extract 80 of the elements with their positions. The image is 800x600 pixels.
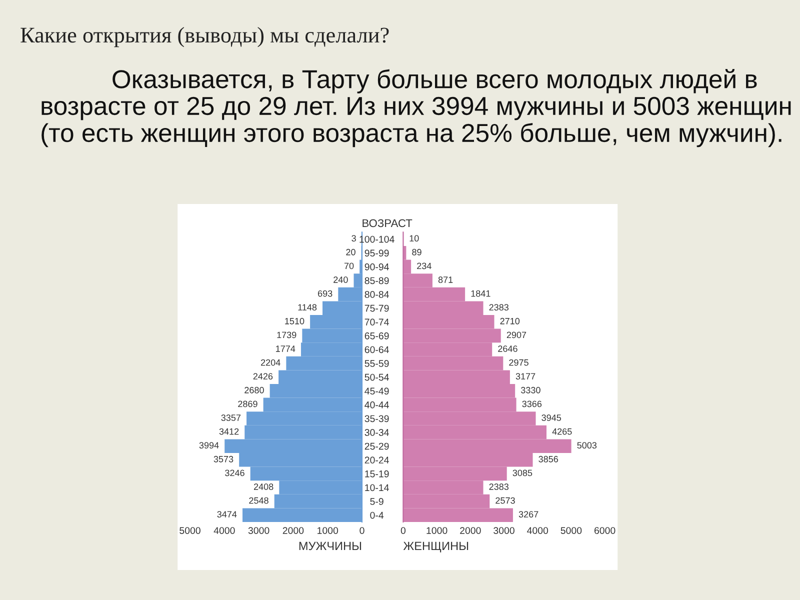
y-tick-label: 40-44 [364,401,389,408]
data-label: 4265 [552,428,572,435]
x-tick-label: 4000 [527,527,548,534]
data-label: 3267 [518,511,538,518]
data-label: 3357 [221,414,241,421]
x-tick-label: 0 [360,527,364,534]
x-tick-label: 0 [400,527,406,534]
data-label: 871 [438,276,453,283]
x-tick-label: 3000 [494,527,514,534]
y-tick-label: 25-29 [364,442,389,450]
data-label: 10 [410,235,419,242]
data-label: 2907 [506,332,526,338]
data-label: 89 [412,248,422,256]
y-tick-label: 75-79 [364,304,389,312]
y-tick-label: 90-94 [364,263,389,270]
data-label: 3945 [542,414,562,421]
y-tick-label: 65-69 [364,332,389,340]
y-tick-label: 70-74 [364,318,389,326]
data-label: 2548 [249,497,268,504]
y-tick-label: 20-24 [364,456,389,464]
data-label: 3474 [217,511,237,518]
data-label: 2383 [489,304,509,311]
data-label: 2408 [254,484,274,490]
data-label: 1148 [298,304,317,311]
y-tick-label: 60-64 [364,346,389,354]
data-label: 2869 [238,400,258,408]
x-tick-label: 5000 [560,527,582,534]
x-tick-label: 4000 [214,527,235,534]
x-tick-label: 1000 [426,527,448,534]
data-label: 234 [417,262,432,270]
data-label: 240 [334,276,348,283]
y-tick-label: 85-89 [364,277,389,284]
data-label: 2204 [261,359,280,366]
x-tick-label: 1000 [318,527,338,534]
y-tick-label: 55-59 [364,360,389,367]
data-label: 5003 [577,442,597,449]
x-tick-label: 2000 [460,527,481,534]
data-label: 3 [352,235,356,242]
data-label: 2573 [496,497,515,504]
data-label: 3330 [520,386,540,394]
x-tick-label: 3000 [248,527,270,534]
data-label: 3177 [516,373,536,380]
y-tick-label: 0-4 [370,512,384,519]
data-label: 3856 [538,456,558,462]
data-label: 1739 [277,332,296,338]
y-tick-label: 45-49 [364,388,389,395]
data-label: 3246 [225,470,244,476]
data-label: 1774 [276,346,296,352]
data-label: 20 [346,248,356,256]
data-label: 2383 [489,484,509,490]
data-label: 693 [318,290,332,297]
y-tick-label: 5-9 [370,498,384,505]
x-axis-title: МУЖЧИНЫ [299,542,362,550]
data-label: 3412 [219,428,239,435]
data-label: 3994 [199,442,219,449]
data-label: 70 [344,262,354,270]
y-tick-label: 10-14 [365,484,389,492]
x-tick-label: 2000 [282,527,304,534]
data-label: 2975 [509,359,528,366]
x-tick-label: 6000 [594,527,616,534]
data-label: 2710 [500,318,520,324]
data-label: 3366 [522,400,542,408]
data-label: 2680 [244,386,264,394]
y-tick-label: 80-84 [364,291,389,298]
y-axis-title: ВОЗРАСТ [362,219,412,228]
x-axis-title: ЖЕНЩИНЫ [403,542,468,552]
y-tick-label: 95-99 [364,250,389,257]
y-tick-label: 50-54 [364,374,389,381]
data-label: 2646 [498,346,518,352]
chart-title: Какие открытия (выводы) мы сделали? [20,27,389,48]
y-tick-label: 35-39 [364,415,389,422]
y-tick-label: 15-19 [365,470,389,478]
data-label: 3573 [214,456,234,462]
x-tick-label: 5000 [180,527,200,534]
data-label: 1510 [285,318,304,324]
y-tick-label: 30-34 [364,429,389,436]
data-label: 1841 [471,290,490,297]
data-label: 3085 [512,470,532,476]
data-label: 2426 [253,373,273,380]
text: Оказывается, в Тарту больше всего молодых людей в возрасте от 25 до 29 лет. Из них 3994 мужчины и 5003 женщин (то есть женщин этого возраста на 25% больше, чем мужчин). [42,69,791,148]
